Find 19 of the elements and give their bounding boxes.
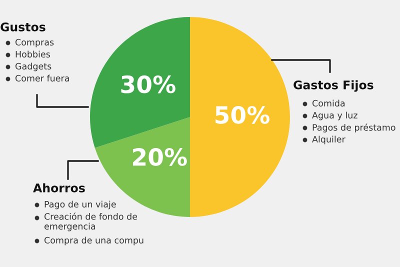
- text: Compras: [15, 38, 54, 48]
- pie-slice: [90, 17, 190, 148]
- text: Pagos de préstamo: [312, 124, 396, 132]
- data-label: 20%: [133, 148, 187, 166]
- slice-label: Gustos: [0, 22, 46, 32]
- slice-label: Ahorros: [33, 183, 85, 192]
- text: Hobbies: [16, 50, 50, 58]
- text: Gadgets: [15, 62, 52, 72]
- text: Comida: [312, 100, 345, 107]
- text: Alquiler: [312, 136, 346, 144]
- text: Pago de un viaje: [44, 200, 116, 210]
- data-label: 30%: [121, 75, 176, 94]
- pie-slice: [190, 17, 290, 217]
- text: Agua y luz: [312, 112, 358, 120]
- text: Compra de una compu: [44, 236, 144, 246]
- data-label: 50%: [216, 106, 270, 124]
- slice-label: Gastos Fijos: [294, 80, 374, 92]
- text: Comer fuera: [15, 74, 69, 82]
- text: Creación de fondo de emergencia: [44, 212, 138, 232]
